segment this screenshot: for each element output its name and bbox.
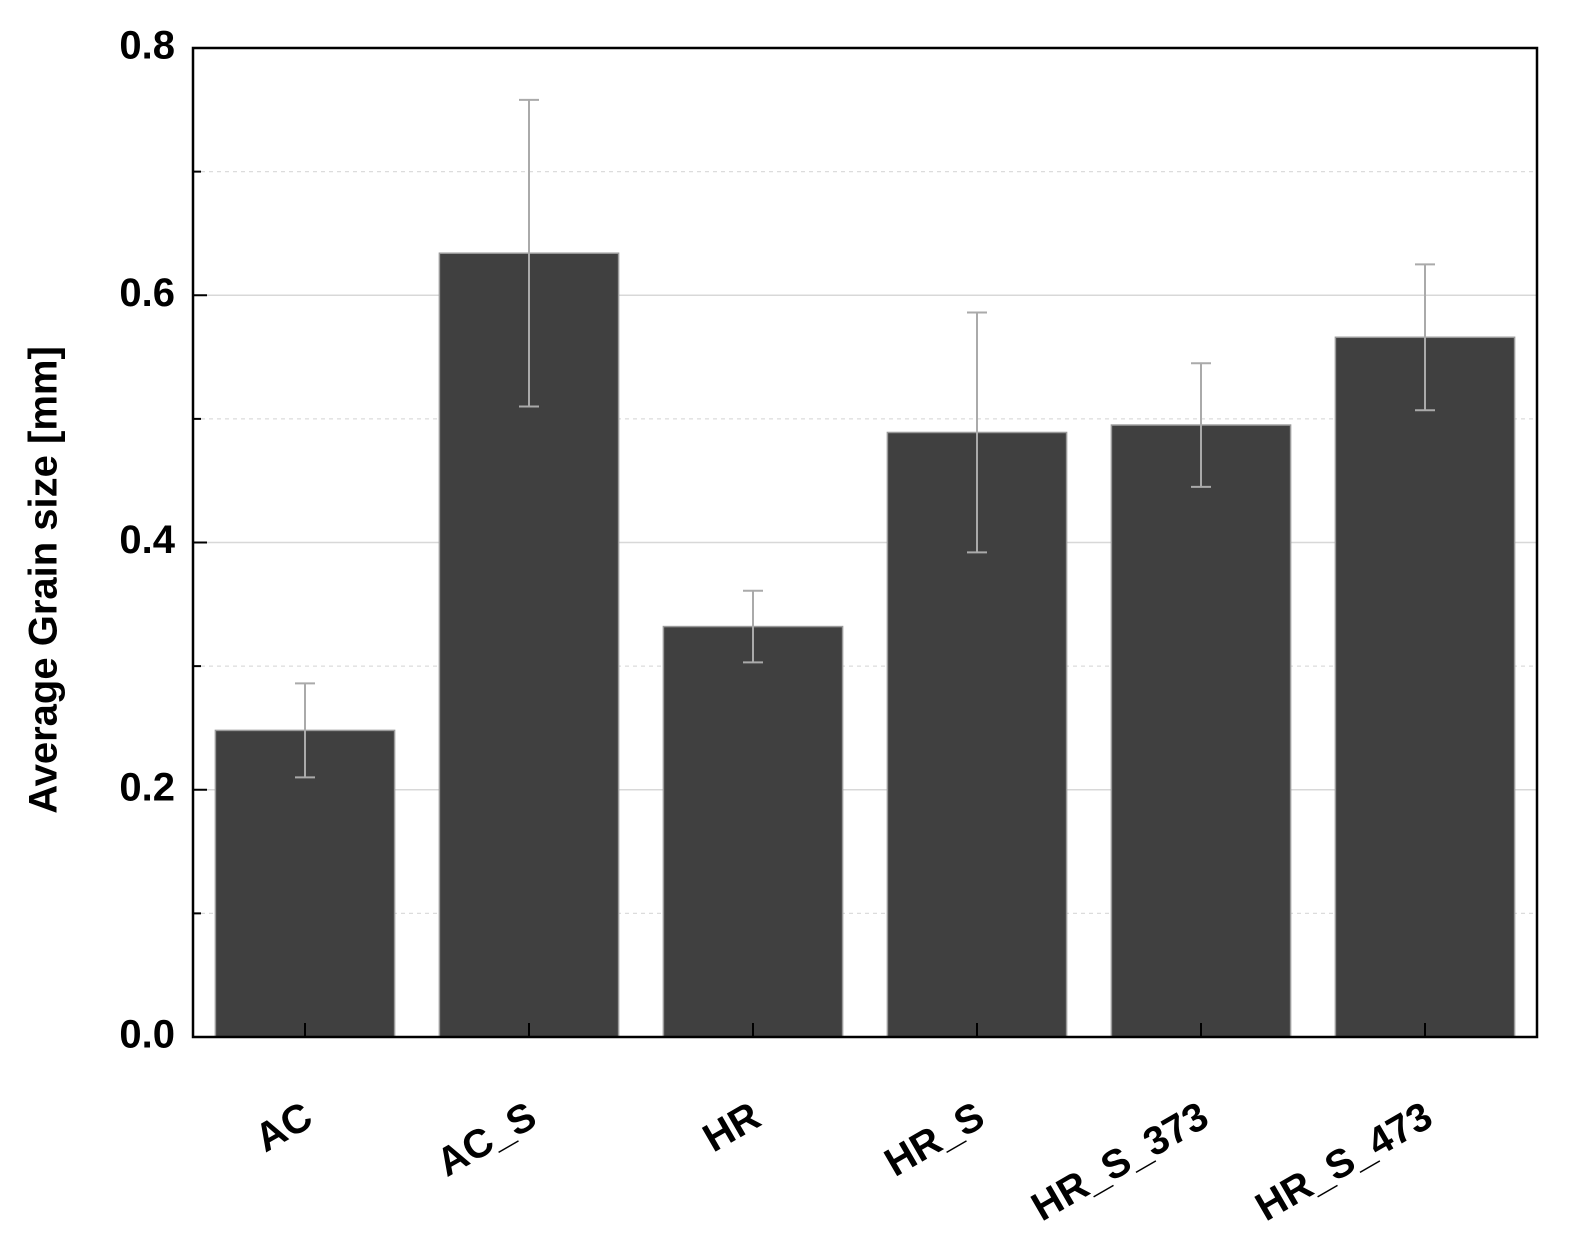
x-tick-label: HR_S_473 — [1248, 1094, 1439, 1230]
error-bar — [743, 589, 763, 664]
x-tick-label: AC — [248, 1094, 320, 1161]
plot-frame — [191, 46, 1539, 1039]
error-bar — [1415, 263, 1435, 412]
y-tick-label: 0.4 — [119, 518, 175, 562]
x-tick-label: HR — [696, 1094, 768, 1161]
x-tick-label: HR_S_373 — [1024, 1094, 1215, 1230]
bar — [662, 625, 844, 1038]
y-tick-label: 0.6 — [119, 271, 175, 315]
y-axis-label: Average Grain size [mm] — [22, 346, 66, 814]
bar — [1334, 336, 1516, 1038]
error-bar — [519, 98, 539, 408]
x-tick-label: AC_S — [429, 1094, 543, 1185]
y-tick-label: 0.2 — [119, 765, 175, 809]
x-tick-label: HR_S — [877, 1094, 991, 1185]
error-bar — [967, 311, 987, 554]
y-tick-label: 0.8 — [119, 24, 175, 68]
error-bar — [295, 682, 315, 779]
error-bar — [1191, 362, 1211, 488]
bar — [1110, 424, 1292, 1038]
y-tick-label: 0.0 — [119, 1013, 175, 1057]
